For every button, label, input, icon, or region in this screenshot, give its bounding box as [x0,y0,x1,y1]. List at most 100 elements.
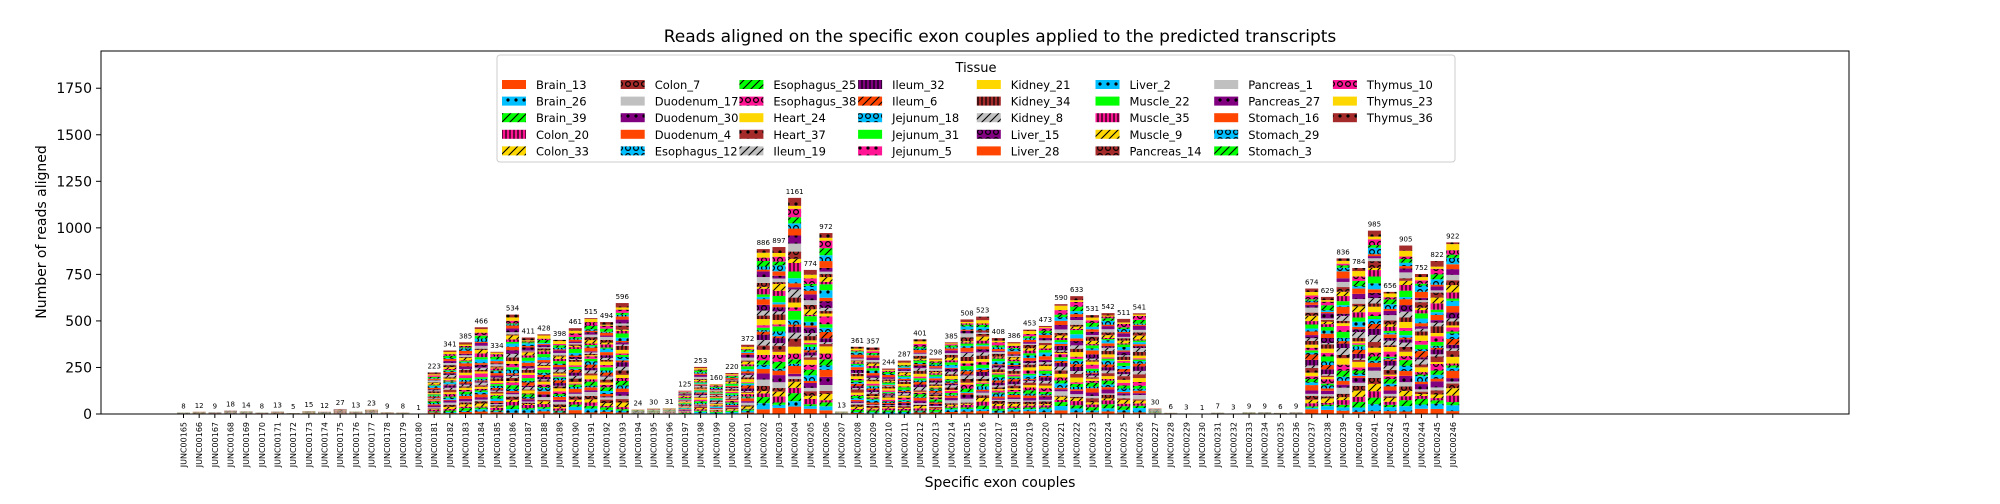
bar-segment [1055,353,1068,354]
bar-segment [757,316,770,320]
bar-segment [694,384,707,385]
bar-segment [725,393,738,395]
bar-segment [600,407,613,409]
bar-segment [428,391,441,393]
bar-segment [1102,398,1115,400]
bar-segment [882,392,895,393]
bar-segment [475,403,488,406]
bar-segment [522,399,535,400]
bar-segment [976,345,989,346]
bar-segment [992,361,1005,364]
bar-segment [976,398,989,402]
bar-segment [961,404,974,405]
bar-segment [1086,387,1099,389]
bar-segment [1055,402,1068,406]
bar-segment [1446,405,1459,411]
bar-segment [1321,396,1334,398]
bar-segment [1008,361,1021,363]
bar-segment [1305,382,1318,385]
bar-segment [584,379,597,381]
bar-segment [1023,353,1036,355]
legend-swatch [1096,97,1120,106]
bar-segment [725,399,738,400]
bar-segment [804,270,817,275]
bar-segment [1305,368,1318,373]
bar-segment [851,379,864,380]
bar-segment [475,363,488,365]
bar-segment [866,355,879,357]
bar-stack [522,337,535,414]
bar-segment [929,393,942,394]
bar-segment [1039,335,1052,338]
bar-segment [1133,332,1146,335]
bar-segment [741,411,754,413]
bar-segment [961,370,974,371]
bar-segment [741,398,754,401]
bar-segment [584,361,597,364]
bar-segment [992,394,1005,397]
bar-segment [1086,354,1099,358]
bar-total-label: 596 [616,293,630,301]
bar-segment [428,380,441,381]
bar-segment [1070,334,1083,338]
bar-segment [1337,381,1350,385]
bar-segment [851,386,864,388]
bar-total-label: 7 [1215,403,1219,411]
bar-segment [851,364,864,365]
bar-segment [1117,383,1130,386]
bar-segment [1415,302,1428,308]
bar-segment [1055,383,1068,387]
bar-segment [1305,385,1318,390]
bar-segment [569,384,582,385]
bar-segment [1008,386,1021,389]
bar-segment [929,404,942,406]
bar-segment [961,342,974,343]
bar-segment [1117,327,1130,329]
bar-segment [819,311,832,313]
bar-segment [819,394,832,400]
bar-segment [1039,326,1052,327]
bar-segment [1305,400,1318,403]
bar-segment [866,394,879,396]
bar-segment [757,328,770,330]
bar-segment [1086,337,1099,341]
bar-segment [475,353,488,357]
bar-segment [757,271,770,277]
bar-segment [584,368,597,371]
bar-segment [1086,393,1099,396]
bar-segment [1070,382,1083,384]
bar-stack [334,409,347,414]
bar-segment [1399,343,1412,347]
y-tick-label: 1000 [56,221,92,237]
bar-segment [741,405,754,406]
bar-segment [1133,313,1146,314]
bar-segment [1117,337,1130,338]
bar-segment [882,386,895,387]
bar-segment [929,394,942,395]
bar-segment [1415,367,1428,372]
bar-segment [553,397,566,400]
bar-segment [882,406,895,407]
bar-segment [1337,282,1350,287]
bar-segment [1321,405,1334,406]
bar-segment [522,378,535,381]
bar-stack [882,369,895,414]
legend-swatch [1214,130,1238,139]
bar-segment [866,390,879,392]
bar-segment [992,398,1005,400]
bar-segment [490,369,503,371]
bar-segment [961,375,974,379]
bar-segment [475,359,488,363]
bar-segment [475,392,488,394]
bar-segment [443,394,456,396]
bar-segment [584,375,597,379]
bar-total-label: 897 [772,237,785,245]
bar-segment [1070,357,1083,359]
bar-segment [961,407,974,409]
bar-segment [678,394,691,395]
bar-segment [1368,316,1381,319]
bar-segment [584,354,597,355]
bar-segment [1321,379,1334,383]
bar-segment [1415,284,1428,286]
bar-segment [1086,341,1099,344]
